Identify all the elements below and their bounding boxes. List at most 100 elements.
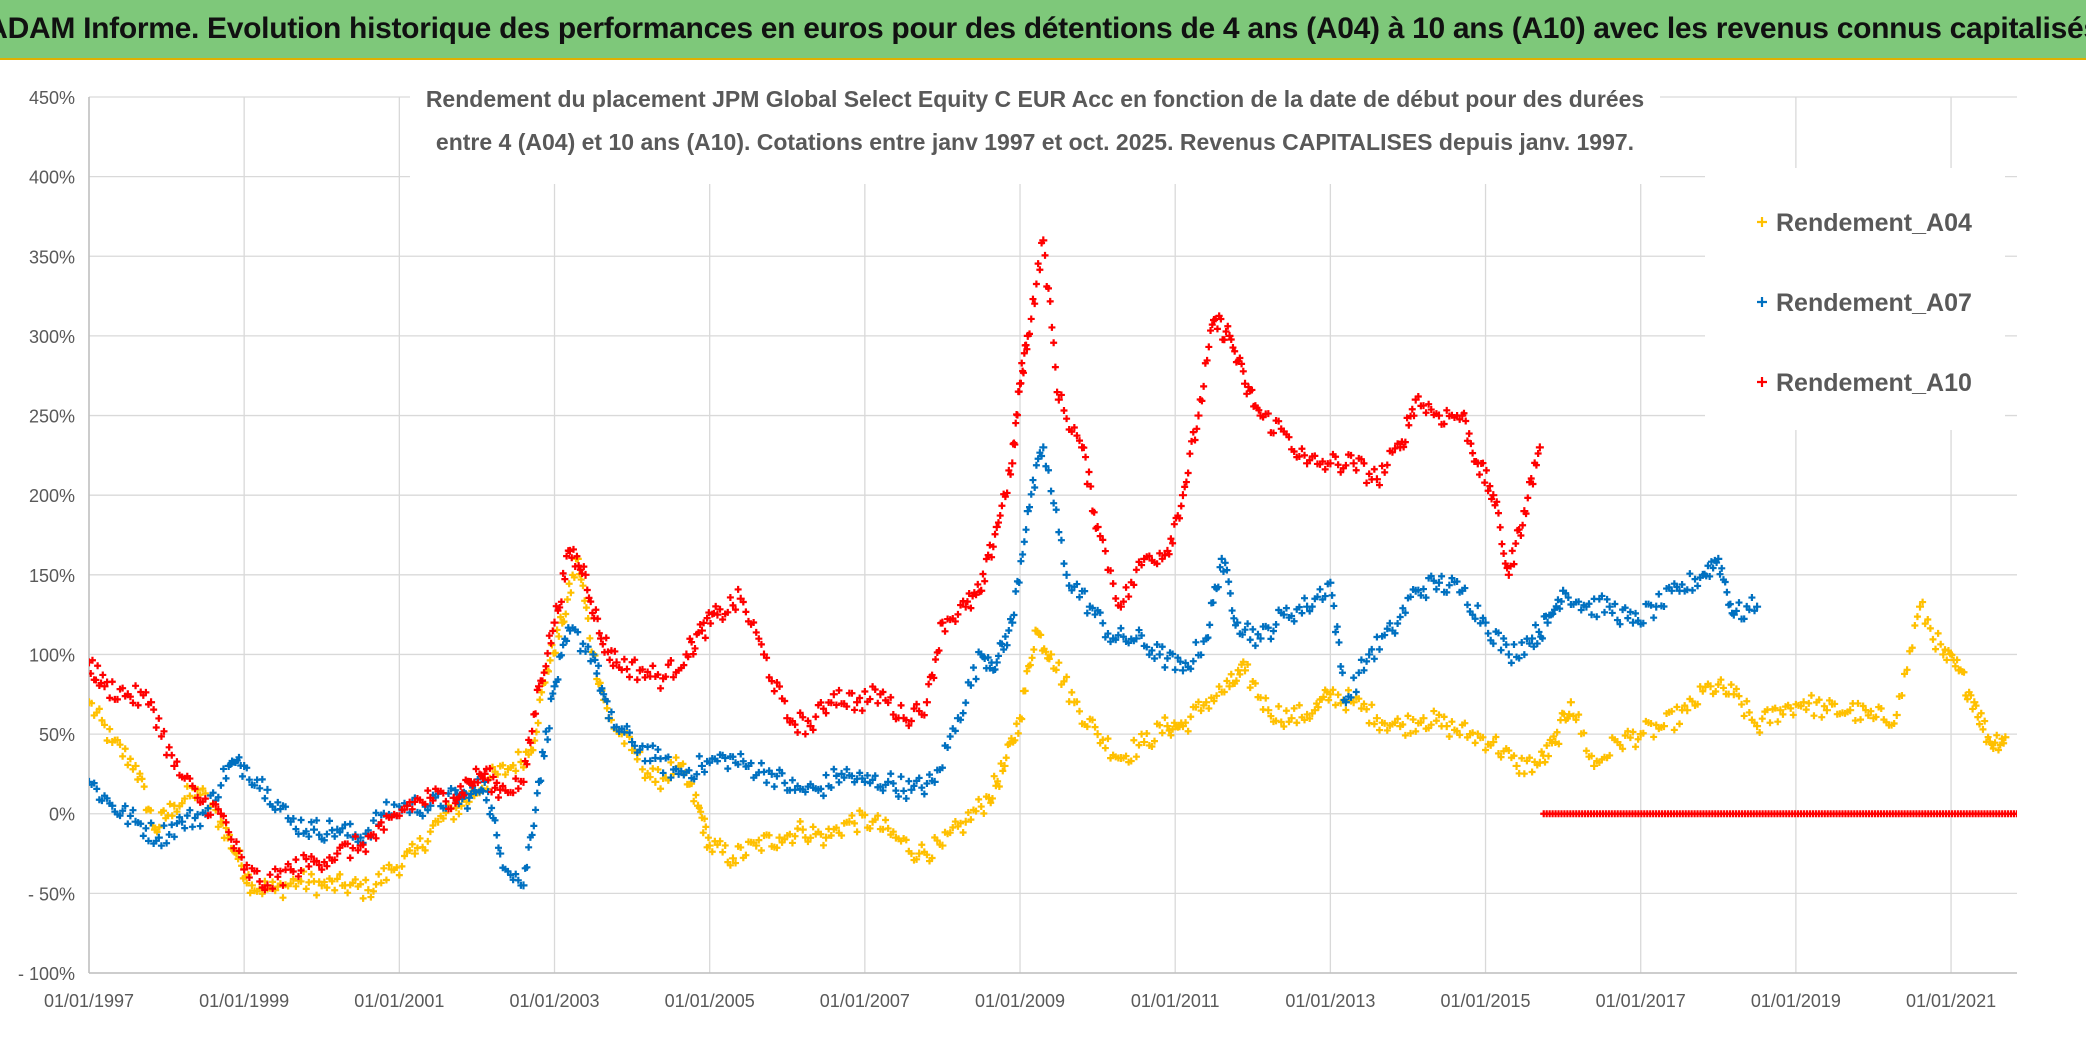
data-point-rendement_a04 (406, 847, 414, 855)
data-point-rendement_a07 (951, 727, 959, 735)
data-point-rendement_a10 (657, 684, 665, 692)
data-point-rendement_a04 (1037, 631, 1045, 639)
data-point-rendement_a07 (139, 832, 147, 840)
data-point-rendement_a10 (694, 629, 702, 637)
data-point-rendement_a10 (488, 788, 496, 796)
data-point-rendement_a04 (848, 812, 856, 820)
data-point-rendement_a07 (1432, 585, 1440, 593)
data-point-rendement_a07 (168, 821, 176, 829)
data-point-rendement_a07 (1153, 641, 1161, 649)
data-point-rendement_a04 (1023, 667, 1031, 675)
data-point-rendement_a07 (419, 812, 427, 820)
data-point-rendement_a10 (313, 857, 321, 865)
data-point-rendement_a10 (1092, 524, 1100, 532)
data-point-rendement_a07 (1117, 624, 1125, 632)
data-point-rendement_a07 (1340, 696, 1348, 704)
data-point-rendement_a04 (1063, 673, 1071, 681)
data-point-rendement_a04 (1670, 726, 1678, 734)
data-point-rendement_a07 (517, 881, 525, 889)
data-point-rendement_a04 (1951, 662, 1959, 670)
y-tick-label: - 50% (28, 884, 75, 904)
data-point-rendement_a07 (1556, 605, 1564, 613)
data-point-rendement_a10 (1170, 520, 1178, 528)
data-point-rendement_a10 (1020, 349, 1028, 357)
data-point-rendement_a07 (894, 793, 902, 801)
data-point-rendement_a04 (1394, 715, 1402, 723)
data-point-rendement_a07 (1277, 609, 1285, 617)
data-point-rendement_a04 (1314, 703, 1322, 711)
data-point-rendement_a07 (1158, 643, 1166, 651)
data-point-rendement_a04 (794, 825, 802, 833)
data-point-rendement_a10 (1498, 540, 1506, 548)
data-point-rendement_a10 (191, 785, 199, 793)
data-point-rendement_a04 (1797, 702, 1805, 710)
data-point-rendement_a10 (1107, 567, 1115, 575)
data-point-rendement_a04 (1676, 720, 1683, 728)
data-point-rendement_a10 (144, 700, 152, 708)
data-point-rendement_a10 (1099, 536, 1107, 544)
data-point-rendement_a10 (1182, 478, 1190, 486)
data-point-rendement_a04 (147, 806, 155, 814)
data-point-rendement_a04 (1014, 729, 1022, 737)
data-point-rendement_a07 (1616, 620, 1624, 628)
data-point-rendement_a10 (559, 569, 567, 577)
data-point-rendement_a07 (1401, 609, 1409, 617)
data-point-rendement_a07 (217, 781, 225, 789)
data-point-rendement_a10 (700, 619, 708, 627)
legend-background (1705, 168, 2005, 430)
data-point-rendement_a04 (949, 824, 957, 832)
data-point-rendement_a04 (380, 864, 388, 872)
data-point-rendement_a10 (201, 795, 209, 803)
data-point-rendement_a10 (1200, 382, 1208, 390)
data-point-rendement_a07 (685, 766, 693, 774)
data-point-rendement_a10 (442, 797, 450, 805)
data-point-rendement_a10 (1090, 508, 1098, 516)
data-point-rendement_a07 (807, 780, 815, 788)
data-point-rendement_a10 (474, 779, 482, 787)
data-point-rendement_a07 (235, 753, 243, 761)
data-point-rendement_a04 (1497, 753, 1505, 761)
data-point-rendement_a10 (1381, 468, 1389, 476)
data-point-rendement_a07 (724, 765, 732, 773)
data-point-rendement_a10 (922, 698, 931, 707)
data-point-rendement_a10 (550, 618, 559, 627)
data-point-rendement_a07 (1143, 643, 1151, 651)
data-point-rendement_a10 (1205, 343, 1213, 351)
data-point-rendement_a07 (356, 833, 365, 842)
data-point-rendement_a07 (1368, 645, 1376, 653)
data-point-rendement_a10 (528, 727, 536, 735)
data-point-rendement_a07 (1044, 466, 1052, 474)
data-point-rendement_a10 (1050, 339, 1058, 347)
data-point-rendement_a07 (1445, 581, 1453, 589)
data-point-rendement_a07 (946, 732, 954, 740)
data-point-rendement_a04 (1569, 712, 1577, 720)
data-point-rendement_a04 (1013, 720, 1021, 728)
data-point-rendement_a10 (1285, 433, 1293, 441)
data-point-rendement_a10 (230, 844, 238, 852)
data-point-rendement_a07 (1628, 618, 1637, 627)
data-point-rendement_a04 (1301, 716, 1309, 724)
data-point-rendement_a04 (494, 770, 502, 778)
data-point-rendement_a04 (990, 772, 998, 780)
data-point-rendement_a10 (716, 605, 724, 613)
data-point-rendement_a10 (732, 606, 740, 614)
data-point-rendement_a07 (664, 753, 672, 761)
data-point-rendement_a04 (320, 878, 328, 886)
data-point-rendement_a10 (1388, 448, 1396, 456)
data-point-rendement_a07 (1504, 650, 1513, 659)
data-point-rendement_a04 (1953, 656, 1961, 664)
data-point-rendement_a04 (1306, 715, 1314, 723)
data-point-rendement_a10 (788, 717, 796, 725)
x-tick-label: 01/01/2019 (1751, 991, 1841, 1011)
data-point-rendement_a04 (126, 755, 134, 763)
data-point-rendement_a07 (788, 776, 796, 784)
data-point-rendement_a04 (1815, 696, 1823, 704)
data-point-rendement_a04 (1681, 702, 1689, 710)
data-point-rendement_a04 (98, 716, 106, 724)
data-point-rendement_a10 (604, 648, 612, 656)
data-point-rendement_a10 (225, 828, 233, 836)
data-point-rendement_a10 (848, 689, 856, 697)
data-point-rendement_a10 (871, 685, 879, 693)
data-point-rendement_a07 (781, 779, 789, 787)
y-tick-label: 450% (29, 88, 75, 108)
